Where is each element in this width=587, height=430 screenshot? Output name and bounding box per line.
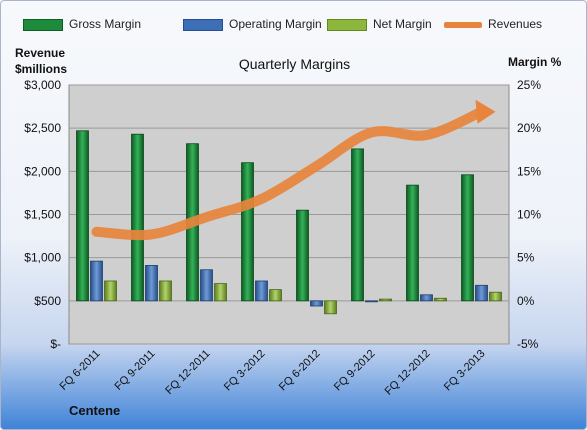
bar-operating-margin <box>200 269 213 302</box>
bar-operating-margin <box>255 280 268 302</box>
bar-operating-margin <box>365 300 378 303</box>
bar-operating-margin <box>420 294 433 302</box>
right-tick-label: 20% <box>517 121 541 135</box>
left-tick-label: $3,000 <box>24 78 61 92</box>
right-tick-label: 25% <box>517 78 541 92</box>
revenue-line <box>91 106 487 241</box>
company-name: Centene <box>69 403 121 418</box>
left-tick-label: $2,000 <box>24 164 61 178</box>
legend-revenues: Revenues <box>444 17 542 31</box>
legend-label-gross: Gross Margin <box>69 17 142 31</box>
left-axis-title-line1: Revenue <box>15 46 66 60</box>
x-tick-label: FQ 12-2011 <box>163 348 212 397</box>
bar-operating-margin <box>90 260 103 302</box>
left-tick-label: $1,500 <box>24 208 61 222</box>
right-tick-label: 0% <box>517 294 535 308</box>
revenue-arrowhead <box>475 99 496 124</box>
x-tick-label: FQ 12-2012 <box>383 348 433 398</box>
left-tick-label: $2,500 <box>24 121 61 135</box>
legend-swatch-net <box>327 18 367 31</box>
right-tick-label: 5% <box>517 251 535 265</box>
left-axis-title: Revenue $millions <box>15 45 67 77</box>
bar-net-margin <box>489 291 502 302</box>
bar-gross-margin <box>76 130 89 302</box>
bar-gross-margin <box>351 148 364 302</box>
right-axis-title: Margin % <box>508 55 562 69</box>
legend-label-operating: Operating Margin <box>229 17 322 31</box>
bar-gross-margin <box>461 174 474 302</box>
legend-swatch-operating <box>183 18 223 31</box>
bar-net-margin <box>214 283 227 302</box>
x-tick-label: FQ 3-2012 <box>222 348 268 394</box>
bar-operating-margin <box>145 265 158 302</box>
left-tick-label: $1,000 <box>24 251 61 265</box>
bar-gross-margin <box>296 209 309 302</box>
bar-operating-margin <box>310 300 323 307</box>
right-tick-label: -5% <box>517 337 539 351</box>
bar-net-margin <box>434 297 447 302</box>
right-tick-label: 10% <box>517 208 541 222</box>
legend-label-revenues: Revenues <box>488 17 543 31</box>
chart-title: Quarterly Margins <box>238 56 351 72</box>
left-axis-title-line2: $millions <box>15 62 68 76</box>
bar-gross-margin <box>406 184 419 302</box>
x-tick-label: FQ 6-2011 <box>58 348 103 393</box>
legend-net-margin: Net Margin <box>327 17 432 31</box>
legend-swatch-revenues <box>444 21 482 28</box>
legend-operating-margin: Operating Margin <box>183 17 322 31</box>
legend-label-net: Net Margin <box>373 17 432 31</box>
left-tick-label: $- <box>50 337 61 351</box>
bar-gross-margin <box>241 162 254 302</box>
bar-net-margin <box>379 298 392 302</box>
x-tick-label: FQ 9-2012 <box>332 348 378 394</box>
bar-gross-margin <box>131 133 144 302</box>
bar-operating-margin <box>475 284 488 302</box>
x-tick-label: FQ 9-2011 <box>113 348 158 393</box>
x-tick-label: FQ 6-2012 <box>277 348 323 394</box>
legend-gross-margin: Gross Margin <box>23 17 141 31</box>
x-tick-label: FQ 3-2013 <box>442 348 488 394</box>
left-tick-label: $500 <box>34 294 61 308</box>
bar-net-margin <box>324 300 337 315</box>
bar-net-margin <box>104 280 117 302</box>
right-tick-label: 15% <box>517 164 541 178</box>
legend-swatch-gross <box>23 18 63 31</box>
bar-net-margin <box>269 289 282 302</box>
bar-net-margin <box>159 280 172 302</box>
